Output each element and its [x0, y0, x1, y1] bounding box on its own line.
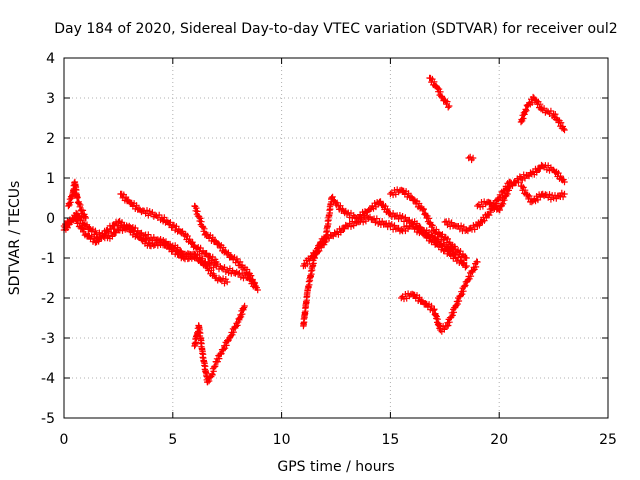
plot-frame: [63, 57, 609, 419]
series-arc-d: [117, 190, 220, 266]
series-arc-h: [300, 193, 459, 270]
y-axis-label: SDTVAR / TECUs: [7, 181, 23, 296]
series-arc-o: [517, 182, 568, 206]
data-point-trail: [191, 203, 258, 288]
data-point: [463, 262, 470, 270]
chart-title: Day 184 of 2020, Sidereal Day-to-day VTE…: [54, 21, 617, 37]
data-point: [169, 246, 176, 254]
x-tick-label: 20: [490, 432, 508, 448]
x-tick-label: 25: [599, 432, 617, 448]
series-arc-b: [60, 214, 231, 287]
x-tick-label: 5: [168, 432, 177, 448]
data-point-trail: [475, 161, 567, 214]
data-point-trail: [118, 190, 219, 266]
y-tick-label: -3: [41, 331, 55, 347]
y-tick-label: -2: [41, 291, 55, 307]
data-point-trail: [518, 183, 567, 206]
data-point-trail: [399, 258, 480, 335]
y-tick-label: 1: [46, 171, 55, 187]
x-tick-label: 0: [60, 432, 69, 448]
data-point: [441, 234, 448, 242]
y-tick-label: 2: [46, 131, 55, 147]
series-arc-e: [191, 202, 259, 290]
y-tick-label: -5: [41, 411, 55, 427]
data-point-trail: [518, 93, 567, 132]
y-tick-label: 0: [46, 211, 55, 227]
y-tick-label: -4: [41, 371, 55, 387]
series-arc-l: [465, 153, 477, 164]
grid: [64, 58, 608, 418]
y-tick-label: 4: [46, 51, 55, 67]
series-arc-j: [398, 258, 481, 335]
axis-ticks: 0 5 10 15 20 25 -5 -4 -3 -2 -1 0 1 2 3 4: [41, 51, 617, 448]
series-arc-c: [65, 178, 89, 222]
data-points: [60, 74, 568, 386]
series-arc-p: [517, 93, 568, 134]
data-point-trail: [427, 74, 452, 111]
data-point-trail: [65, 179, 89, 220]
x-tick-label: 15: [381, 432, 399, 448]
data-point-trail: [467, 153, 475, 164]
x-tick-label: 10: [273, 432, 291, 448]
series-arc-i: [387, 186, 470, 262]
data-point-trail: [301, 193, 458, 269]
data-point-trail: [388, 186, 469, 261]
data-point-trail: [191, 304, 248, 386]
y-tick-label: 3: [46, 91, 55, 107]
data-point: [474, 202, 481, 210]
data-point-trail: [62, 214, 229, 287]
y-tick-label: -1: [41, 251, 55, 267]
x-axis-label: GPS time / hours: [277, 459, 394, 475]
series-arc-n: [474, 161, 568, 214]
series-arc-f: [191, 302, 248, 386]
series-arc-k: [426, 74, 453, 111]
